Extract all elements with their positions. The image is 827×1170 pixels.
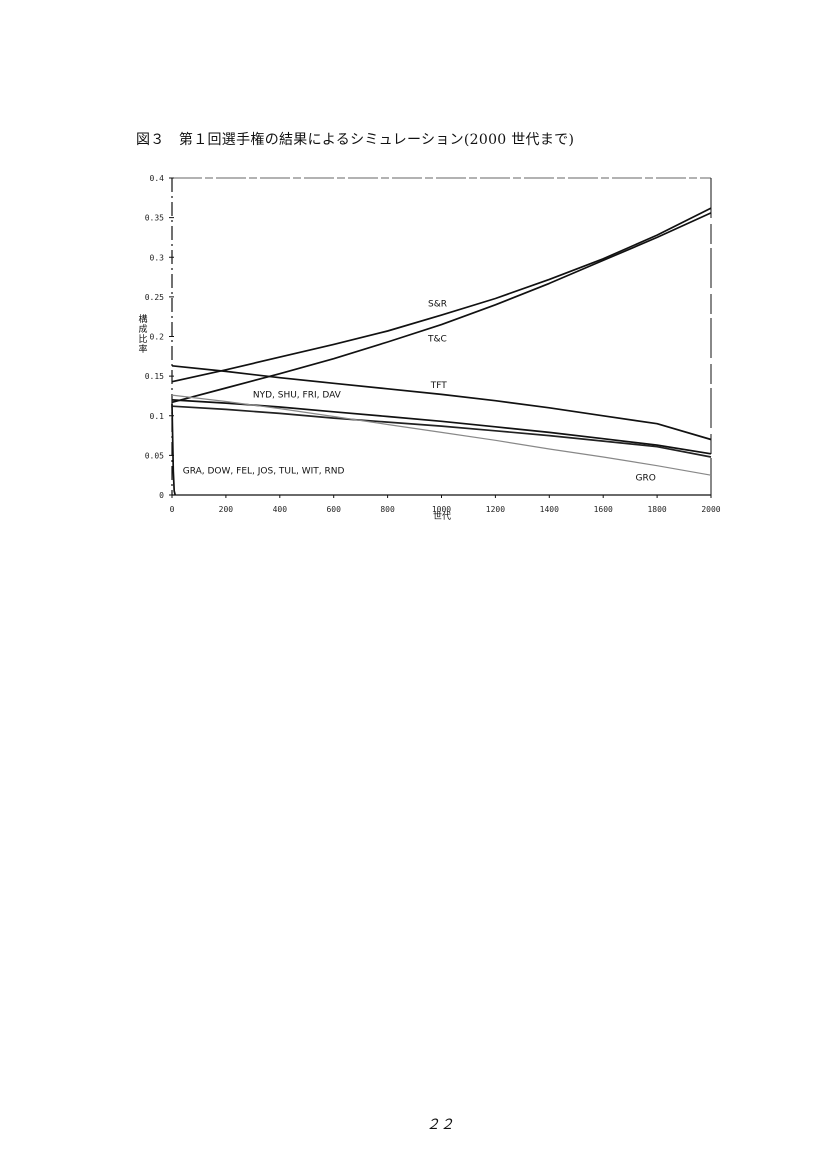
series-label: TFT bbox=[430, 381, 448, 391]
x-tick-label: 800 bbox=[380, 505, 395, 514]
y-tick-label: 0.2 bbox=[150, 333, 165, 342]
y-tick-label: 0 bbox=[159, 491, 164, 500]
x-tick-label: 1000 bbox=[432, 505, 451, 514]
y-axis-label: 構成比率 bbox=[138, 313, 147, 355]
x-tick-label: 1200 bbox=[486, 505, 505, 514]
series-line-4 bbox=[171, 405, 712, 458]
y-tick-label: 0.4 bbox=[150, 174, 165, 183]
series-line-2 bbox=[171, 364, 712, 441]
y-tick-label: 0.1 bbox=[150, 412, 165, 421]
x-tick-label: 2000 bbox=[701, 505, 720, 514]
series-labels: S&R T&C TFT NYD, SHU, FRI, DAV GRO GRA, DOW, … bbox=[183, 299, 656, 483]
y-axis-ticks: 0 0.05 0.1 0.15 0.2 0.25 0.3 0.35 0.4 bbox=[145, 174, 174, 500]
series-label: GRA, DOW, FEL, JOS, TUL, WIT, RND bbox=[183, 467, 345, 477]
x-tick-label: 1800 bbox=[647, 505, 666, 514]
x-axis-label: 世代 bbox=[433, 510, 451, 522]
x-tick-label: 1600 bbox=[594, 505, 613, 514]
x-tick-label: 200 bbox=[219, 505, 234, 514]
series-label: S&R bbox=[428, 299, 447, 309]
series-lines bbox=[171, 207, 712, 496]
x-tick-label: 1400 bbox=[540, 505, 559, 514]
y-tick-label: 0.25 bbox=[145, 293, 164, 302]
series-label: NYD, SHU, FRI, DAV bbox=[253, 391, 342, 401]
page-number: ２２ bbox=[426, 1117, 454, 1133]
series-line-6 bbox=[171, 403, 177, 496]
y-tick-label: 0.05 bbox=[145, 451, 164, 460]
x-tick-label: 400 bbox=[273, 505, 288, 514]
series-line-0 bbox=[171, 207, 712, 383]
series-line-5 bbox=[171, 394, 712, 476]
y-tick-label: 0.3 bbox=[150, 253, 165, 262]
series-label: T&C bbox=[427, 334, 447, 344]
y-tick-label: 0.15 bbox=[145, 372, 164, 381]
x-tick-label: 0 bbox=[170, 505, 175, 514]
series-label: GRO bbox=[636, 474, 656, 484]
figure-title: 図３ 第１回選手権の結果によるシミュレーション(2000 世代まで) bbox=[136, 132, 575, 148]
x-tick-label: 600 bbox=[326, 505, 341, 514]
y-tick-label: 0.35 bbox=[145, 214, 164, 223]
series-line-1 bbox=[171, 212, 712, 404]
x-axis-ticks: 0 200 400 600 800 1000 1200 1400 1600 1800 2000 bbox=[170, 495, 721, 514]
